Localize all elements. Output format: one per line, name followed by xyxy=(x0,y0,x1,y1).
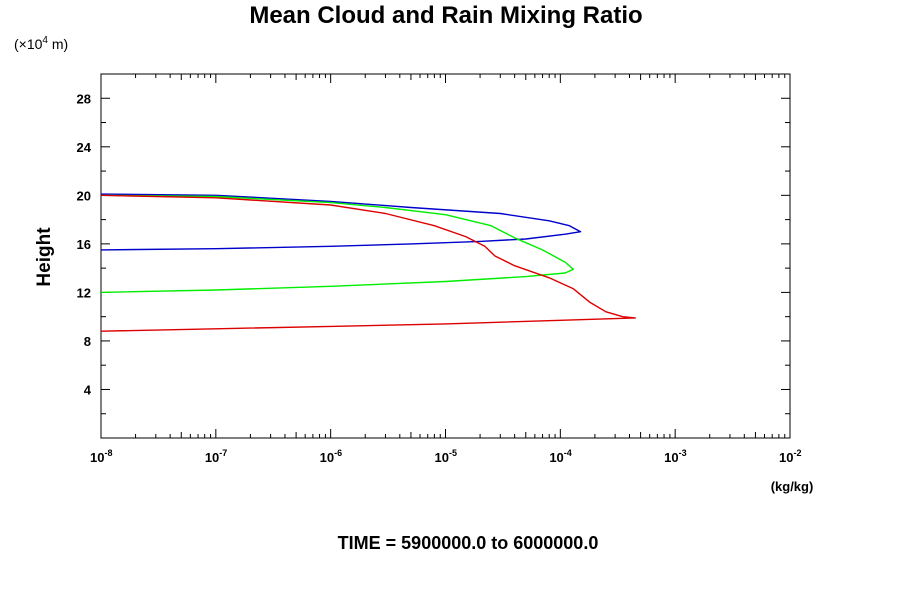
x-tick-base: 10 xyxy=(90,450,104,465)
y-tick-label: 12 xyxy=(77,285,91,300)
time-range-label: TIME = 5900000.0 to 6000000.0 xyxy=(338,533,599,553)
series-line-1 xyxy=(100,193,582,251)
axis-ticks xyxy=(100,74,791,438)
y-tick-label: 8 xyxy=(84,334,91,349)
x-tick-base: 10 xyxy=(549,450,563,465)
x-tick-base: 10 xyxy=(320,450,334,465)
y-axis-label: Height xyxy=(34,227,55,287)
x-tick-exponent: -7 xyxy=(219,448,227,458)
y-tick-label: 16 xyxy=(77,237,91,252)
x-unit-label: (kg/kg) xyxy=(771,479,814,494)
x-tick-label: 10-6 xyxy=(320,448,342,465)
x-tick-labels: 10-8 10-7 10-6 10-5 10-4 10-3 10-2 xyxy=(90,448,801,465)
x-tick-exponent: -4 xyxy=(564,448,572,458)
x-tick-label: 10-7 xyxy=(205,448,227,465)
x-tick-label: 10-3 xyxy=(664,448,686,465)
y-tick-label: 20 xyxy=(77,188,91,203)
x-tick-base: 10 xyxy=(779,450,793,465)
x-tick-exponent: -5 xyxy=(449,448,457,458)
y-unit-exponent: 4 xyxy=(42,35,48,46)
x-tick-exponent: -8 xyxy=(104,448,112,458)
x-tick-base: 10 xyxy=(205,450,219,465)
y-unit-suffix: m) xyxy=(48,36,68,52)
y-unit-prefix: (×10 xyxy=(14,36,43,52)
x-tick-base: 10 xyxy=(664,450,678,465)
y-unit-label: (×104 m) xyxy=(14,35,68,52)
y-tick-label: 4 xyxy=(84,382,92,397)
series-lines xyxy=(100,193,636,332)
x-tick-label: 10-8 xyxy=(90,448,112,465)
x-tick-exponent: -6 xyxy=(334,448,342,458)
plot-frame xyxy=(100,73,791,439)
x-tick-exponent: -3 xyxy=(679,448,687,458)
x-tick-label: 10-5 xyxy=(435,448,457,465)
y-tick-labels: 4 8 12 16 20 24 28 xyxy=(77,91,92,397)
chart-title: Mean Cloud and Rain Mixing Ratio xyxy=(249,2,642,29)
x-tick-exponent: -2 xyxy=(793,448,801,458)
series-line-3 xyxy=(100,194,636,332)
x-tick-label: 10-2 xyxy=(779,448,801,465)
series-line-2 xyxy=(100,194,575,294)
y-tick-label: 24 xyxy=(77,140,92,155)
x-tick-label: 10-4 xyxy=(549,448,571,465)
x-tick-base: 10 xyxy=(435,450,449,465)
y-tick-label: 28 xyxy=(77,91,91,106)
